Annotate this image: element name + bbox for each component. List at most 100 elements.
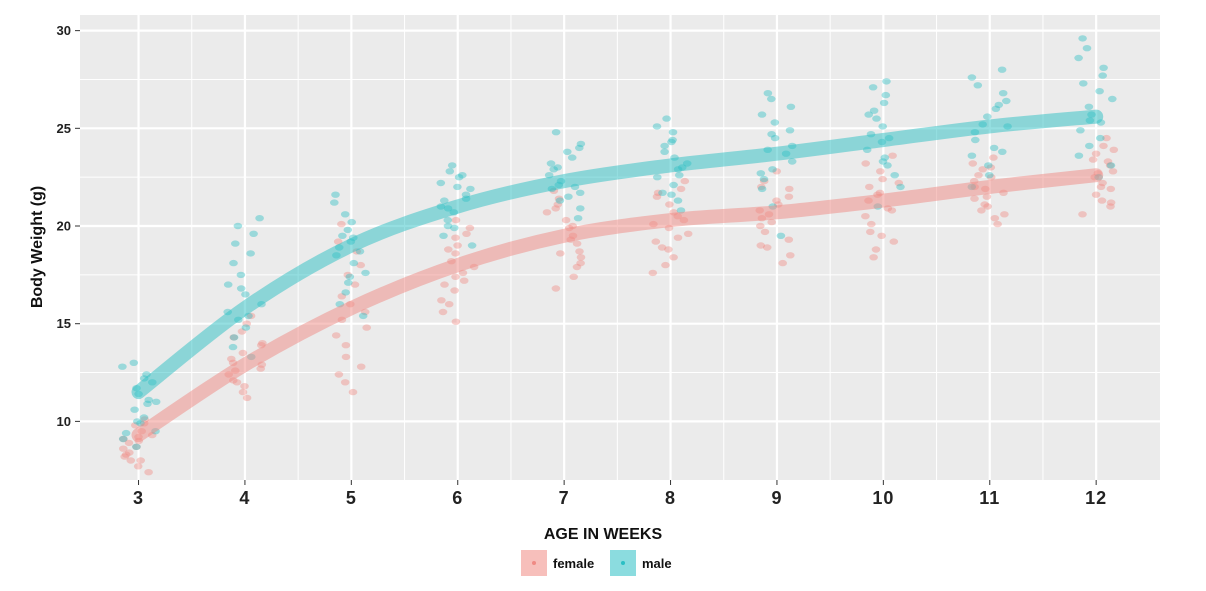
data-point-male [450, 224, 459, 232]
data-point-male [231, 240, 240, 247]
data-point-female [784, 193, 794, 200]
data-point-male [553, 164, 562, 171]
data-point-male [340, 211, 350, 218]
trend-line-female [131, 168, 1104, 443]
data-point-male [985, 172, 994, 179]
data-point-male [994, 101, 1004, 109]
y-tick-label: 15 [57, 316, 71, 331]
trend-line-male [131, 109, 1104, 400]
data-point-male [344, 279, 353, 286]
data-point-male [241, 324, 251, 331]
data-point-female [453, 242, 462, 249]
data-point-female [238, 388, 248, 396]
data-point-female [437, 297, 446, 304]
x-tick-label: 10 [872, 488, 894, 508]
data-point-female [343, 271, 353, 279]
data-point-female [759, 177, 769, 185]
data-point-female [337, 220, 346, 228]
y-tick-label: 10 [57, 414, 71, 429]
data-point-male [658, 189, 667, 196]
data-point-female [867, 220, 876, 228]
x-tick-label: 3 [133, 488, 144, 508]
data-point-female [980, 201, 989, 208]
data-point-female [986, 174, 996, 181]
data-point-male [652, 123, 662, 130]
x-tick-label: 7 [559, 488, 570, 508]
data-point-female [990, 215, 1000, 222]
data-point-female [451, 234, 460, 241]
legend-dot-female [532, 561, 536, 565]
data-point-male [971, 136, 980, 144]
data-point-female [1102, 134, 1111, 142]
data-point-female [1091, 191, 1101, 198]
x-tick-label: 4 [239, 488, 250, 508]
data-point-male [1099, 64, 1108, 72]
x-tick-label: 6 [452, 488, 463, 508]
data-point-male [896, 183, 905, 191]
data-point-female [1097, 197, 1107, 204]
legend-item-male[interactable]: male [610, 550, 672, 576]
data-point-male [1074, 152, 1084, 159]
data-points [118, 35, 1119, 476]
data-point-female [356, 363, 366, 370]
data-point-male [439, 232, 448, 239]
data-point-female [462, 230, 471, 237]
data-point-male [563, 148, 572, 155]
legend-label-female: female [553, 556, 594, 571]
data-point-female [551, 285, 561, 292]
data-point-female [871, 246, 881, 253]
data-point-male [1082, 45, 1092, 52]
data-point-male [236, 271, 246, 279]
y-tick-label: 20 [57, 219, 71, 234]
data-point-female [1000, 211, 1009, 218]
data-point-female [256, 365, 266, 372]
data-point-female [1096, 183, 1106, 191]
data-point-female [451, 273, 460, 280]
data-point-female [888, 152, 897, 159]
data-point-female [569, 273, 578, 280]
data-point-female [232, 379, 242, 386]
data-point-female [341, 353, 351, 361]
data-point-female [657, 244, 667, 251]
data-point-female [978, 166, 987, 173]
data-point-female [665, 201, 674, 208]
data-point-male [757, 185, 767, 193]
data-point-female [785, 185, 794, 193]
data-point-female [653, 189, 663, 196]
data-point-male [551, 129, 561, 136]
data-point-female [1108, 168, 1118, 175]
data-point-male [445, 168, 455, 175]
data-point-male [440, 197, 449, 204]
data-point-female [572, 240, 582, 247]
legend-item-female[interactable]: female [521, 550, 594, 576]
data-point-female [760, 228, 770, 236]
grid-major [80, 15, 1160, 480]
data-point-female [465, 224, 475, 232]
data-point-male [787, 158, 797, 165]
data-point-male [347, 218, 357, 226]
y-tick-label: 30 [57, 23, 71, 38]
x-axis-title: AGE IN WEEKS [544, 526, 663, 543]
data-point-female [983, 203, 992, 210]
data-point-female [970, 195, 979, 202]
data-point-male [1095, 88, 1104, 95]
data-point-female [444, 301, 454, 308]
data-point-female [242, 394, 252, 402]
data-point-female [878, 175, 887, 183]
data-point-male [458, 172, 467, 179]
data-point-male [576, 205, 585, 212]
data-point-male [767, 131, 776, 138]
data-point-male [767, 95, 776, 103]
data-point-male [868, 84, 878, 91]
data-point-female [340, 379, 350, 386]
data-point-female [661, 261, 670, 269]
data-point-male [151, 398, 161, 405]
data-point-female [767, 218, 776, 226]
data-point-male [880, 154, 890, 161]
data-point-female [444, 246, 453, 253]
data-point-male [786, 103, 796, 111]
data-point-female [229, 334, 238, 341]
data-point-male [118, 435, 128, 443]
data-point-male [1106, 162, 1116, 169]
